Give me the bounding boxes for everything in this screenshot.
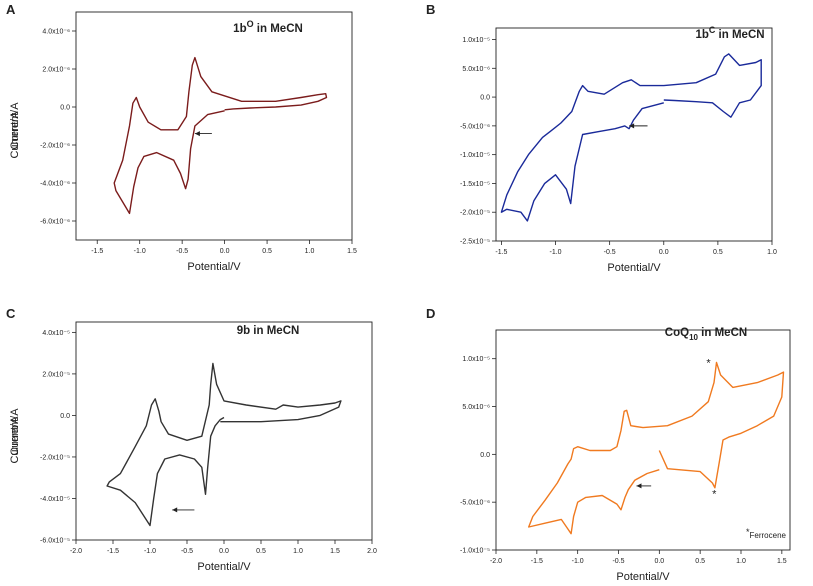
y-axis-label: Current/A bbox=[9, 111, 21, 159]
x-tick-label: 1.0 bbox=[736, 558, 746, 565]
panel-title: 1bC in MeCN bbox=[695, 25, 764, 41]
x-axis-label: Potential/V bbox=[197, 561, 251, 573]
x-tick-label: 0.5 bbox=[695, 558, 705, 565]
x-tick-label: 0.5 bbox=[256, 548, 266, 555]
y-tick-label: -1.0x10⁻⁵ bbox=[460, 548, 490, 555]
x-tick-label: -1.0 bbox=[134, 248, 146, 255]
y-tick-label: -6.0x10⁻⁶ bbox=[40, 219, 70, 226]
x-tick-label: -0.5 bbox=[612, 558, 624, 565]
x-tick-label: -1.5 bbox=[91, 248, 103, 255]
x-tick-label: -0.5 bbox=[176, 248, 188, 255]
x-tick-label: -2.0 bbox=[490, 558, 502, 565]
x-tick-label: -2.0 bbox=[70, 548, 82, 555]
x-tick-label: 2.0 bbox=[367, 548, 377, 555]
y-tick-label: 5.0x10⁻⁶ bbox=[462, 404, 490, 411]
x-axis-label: Potential/V bbox=[187, 261, 241, 273]
x-tick-label: -1.5 bbox=[107, 548, 119, 555]
panel-a: A -1.5 -1.0 -0.5 0.0 0.5 1.0 1.5 4.0x10⁻⁶ 2.0x10⁻… bbox=[6, 2, 357, 273]
arrow-head-icon bbox=[636, 483, 642, 489]
y-axis-label: Current/A bbox=[9, 416, 21, 464]
y-axis-label: Current/A bbox=[9, 102, 21, 150]
arrow-head-icon bbox=[172, 507, 178, 513]
panel-title: 9b in MeCN bbox=[237, 325, 300, 337]
plot-frame bbox=[495, 329, 791, 551]
x-tick-label: 0.0 bbox=[654, 558, 664, 565]
y-tick-label: -5.0x10⁻⁶ bbox=[460, 123, 490, 130]
x-tick-label: 0.0 bbox=[220, 248, 230, 255]
footnote-ferrocene: *Ferrocene bbox=[746, 527, 787, 540]
x-tick-label: 1.5 bbox=[777, 558, 787, 565]
x-tick-label: 1.0 bbox=[293, 548, 303, 555]
x-tick-label: 0.5 bbox=[262, 248, 272, 255]
y-tick-label: -2.5x10⁻⁵ bbox=[460, 239, 490, 246]
x-tick-label: -1.5 bbox=[531, 558, 543, 565]
ferrocene-star-marker: * bbox=[706, 357, 711, 369]
y-tick-label: -2.0x10⁻⁶ bbox=[40, 143, 70, 150]
y-tick-label: -4.0x10⁻⁶ bbox=[40, 181, 70, 188]
x-tick-label: 0.0 bbox=[659, 249, 669, 256]
arrow-head-icon bbox=[629, 123, 635, 129]
panel-title: 1bO in MeCN bbox=[233, 19, 303, 35]
y-tick-label: 0.0 bbox=[480, 95, 490, 102]
y-tick-label: -1.0x10⁻⁵ bbox=[460, 152, 490, 159]
y-tick-label: 2.0x10⁻⁵ bbox=[42, 371, 70, 378]
cv-series-line bbox=[106, 362, 342, 527]
y-tick-label: 1.0x10⁻⁵ bbox=[462, 356, 490, 363]
y-tick-label: 4.0x10⁻⁵ bbox=[42, 330, 70, 337]
x-tick-label: -1.5 bbox=[495, 249, 507, 256]
panel-letter: C bbox=[6, 306, 16, 321]
panel-c: C -2.0 -1.5 -1.0 -0.5 0.0 0.5 1.0 1.5 2.0 4.0x10⁻⁵… bbox=[6, 306, 377, 573]
plot-frame bbox=[495, 27, 773, 242]
x-tick-label: 1.5 bbox=[347, 248, 357, 255]
panel-d: D -2.0 -1.5 -1.0 -0.5 0.0 0.5 1.0 1.5 1.0x10⁻⁵ 5.0… bbox=[9, 306, 791, 583]
x-axis-label: Potential/V bbox=[607, 262, 661, 274]
x-tick-label: -1.0 bbox=[572, 558, 584, 565]
arrow-head-icon bbox=[194, 131, 200, 137]
x-tick-label: 0.0 bbox=[219, 548, 229, 555]
panel-title: CoQ10 in MeCN bbox=[665, 327, 747, 342]
y-axis-label: Current/A bbox=[9, 408, 21, 456]
y-tick-label: 1.0x10⁻⁵ bbox=[462, 37, 490, 44]
x-tick-label: 1.5 bbox=[330, 548, 340, 555]
plot-frame bbox=[75, 11, 353, 241]
x-tick-label: -1.0 bbox=[549, 249, 561, 256]
y-tick-label: -1.5x10⁻⁵ bbox=[460, 181, 490, 188]
panel-letter: B bbox=[426, 2, 435, 17]
y-tick-label: 4.0x10⁻⁶ bbox=[42, 29, 70, 36]
panel-letter: D bbox=[426, 306, 435, 321]
cv-series-line bbox=[113, 56, 328, 215]
y-tick-label: 2.0x10⁻⁶ bbox=[42, 67, 70, 74]
x-tick-label: -0.5 bbox=[181, 548, 193, 555]
plot-frame bbox=[75, 321, 373, 541]
panel-b: B -1.5 -1.0 -0.5 0.0 0.5 1.0 1.0x10⁻⁵ 5.0x10⁻⁶ 0.… bbox=[9, 2, 777, 274]
y-tick-label: 5.0x10⁻⁶ bbox=[462, 66, 490, 73]
y-tick-label: 0.0 bbox=[480, 452, 490, 459]
y-tick-label: -6.0x10⁻⁵ bbox=[40, 538, 70, 545]
cv-series-line bbox=[528, 361, 785, 535]
x-axis-label: Potential/V bbox=[616, 571, 670, 583]
y-tick-label: -5.0x10⁻⁶ bbox=[460, 500, 490, 507]
x-tick-label: -0.5 bbox=[604, 249, 616, 256]
y-tick-label: 0.0 bbox=[60, 105, 70, 112]
x-tick-label: 1.0 bbox=[767, 249, 777, 256]
cv-series-line bbox=[500, 53, 762, 222]
x-tick-label: 0.5 bbox=[713, 249, 723, 256]
y-tick-label: -4.0x10⁻⁵ bbox=[40, 496, 70, 503]
ferrocene-star-marker: * bbox=[712, 489, 717, 501]
panel-letter: A bbox=[6, 2, 16, 17]
y-tick-label: -2.0x10⁻⁵ bbox=[40, 454, 70, 461]
y-tick-label: -2.0x10⁻⁵ bbox=[460, 210, 490, 217]
x-tick-label: 1.0 bbox=[305, 248, 315, 255]
y-tick-label: 0.0 bbox=[60, 413, 70, 420]
x-tick-label: -1.0 bbox=[144, 548, 156, 555]
